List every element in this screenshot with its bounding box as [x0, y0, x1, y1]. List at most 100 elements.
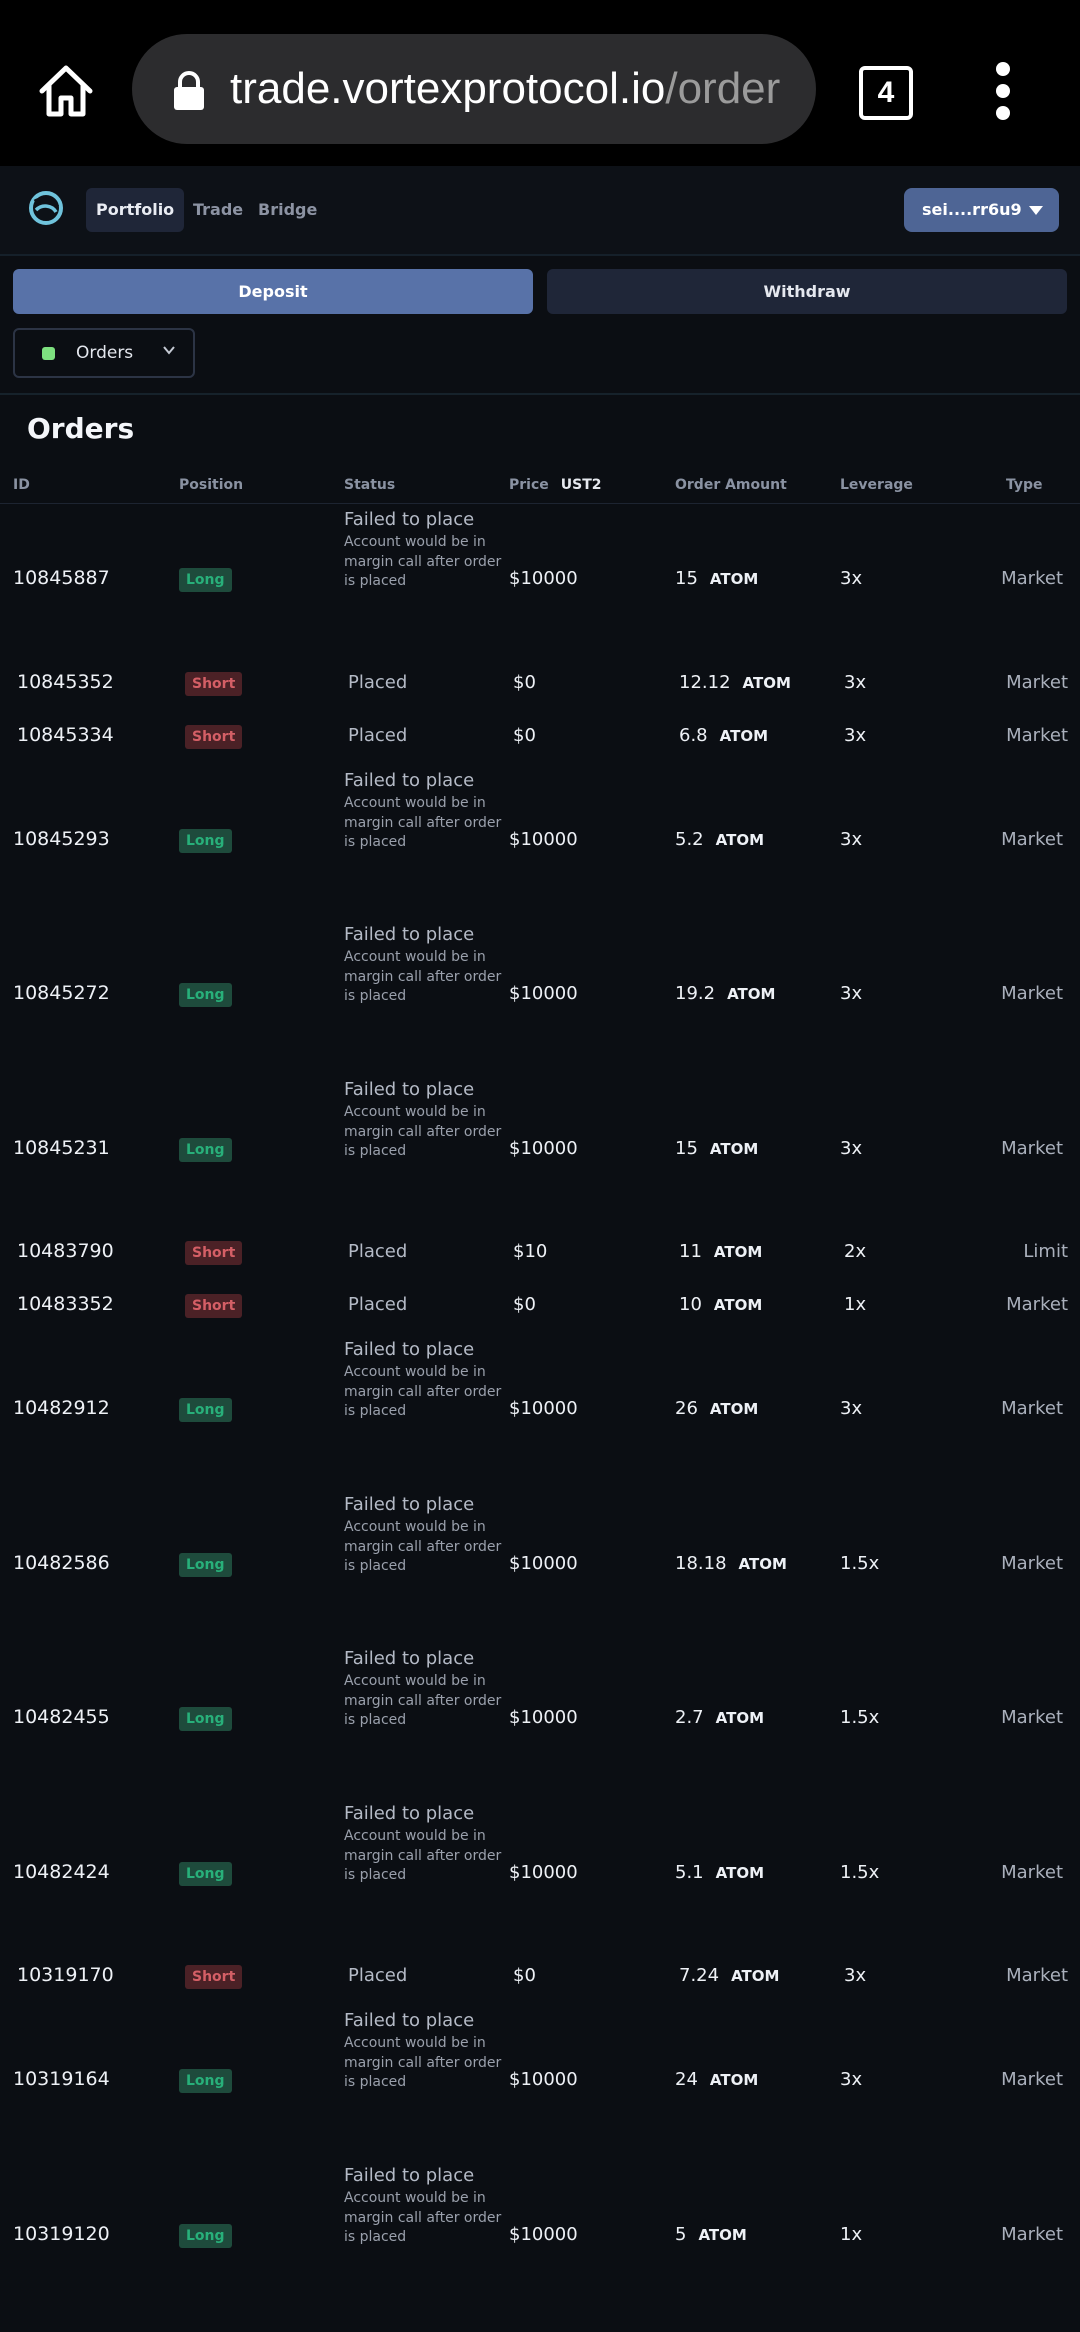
order-type: Market [1001, 829, 1063, 850]
amount-asset: ATOM [709, 2071, 759, 2089]
status-detail: Account would be in margin call after or… [344, 2190, 502, 2245]
amount-asset: ATOM [738, 1555, 787, 1573]
status-text: Placed [348, 1965, 408, 1986]
amount-value: 11 [679, 1241, 702, 1262]
status-detail: Account would be in margin call after or… [344, 1673, 502, 1728]
position-badge: Short [185, 1241, 243, 1265]
amount-value: 18.18 [675, 1553, 727, 1574]
view-select[interactable]: Orders [13, 328, 195, 378]
amount-asset: ATOM [709, 1400, 759, 1418]
amount-asset: ATOM [727, 985, 776, 1003]
app-header: Portfolio Trade Bridge sei....rr6u9 [0, 166, 1080, 256]
order-type: Market [1001, 1138, 1063, 1159]
status-text: Failed to place [344, 1339, 475, 1360]
amount-value: 5.1 [675, 1862, 704, 1883]
position-badge: Short [185, 725, 243, 749]
status-text: Placed [348, 725, 408, 746]
address-bar[interactable]: trade.vortexprotocol.io/order [132, 34, 816, 144]
order-leverage: 3x [840, 1138, 863, 1159]
order-id: 10483352 [17, 1293, 114, 1315]
table-row: 10845887 Long Failed to place Account would… [0, 499, 1080, 659]
browser-toolbar: trade.vortexprotocol.io/order 4 [0, 0, 1080, 166]
table-row: 10319120 Long Failed to place Account would… [0, 2155, 1080, 2315]
order-id: 10319164 [13, 2068, 110, 2090]
position-badge: Long [179, 2224, 232, 2248]
status-text: Failed to place [344, 1494, 475, 1515]
order-id: 10483790 [17, 1240, 114, 1262]
table-row: 10482912 Long Failed to place Account would… [0, 1329, 1080, 1489]
order-price: $10000 [509, 829, 578, 850]
amount-value: 19.2 [675, 983, 716, 1004]
table-row: 10845352 Short Placed $0 12.12 ATOM 3x Market [0, 603, 1080, 763]
order-amount: 5.1 ATOM [675, 1862, 764, 1883]
order-id: 10845352 [17, 671, 114, 693]
status-text: Failed to place [344, 1079, 475, 1100]
deposit-button[interactable]: Deposit [13, 269, 533, 314]
amount-asset: ATOM [731, 1967, 780, 1985]
order-type: Market [1001, 1553, 1063, 1574]
order-amount: 15 ATOM [675, 1138, 758, 1159]
amount-asset: ATOM [715, 1709, 764, 1727]
order-id: 10845272 [13, 982, 110, 1004]
amount-value: 15 [675, 1138, 698, 1159]
order-type: Market [1006, 1965, 1068, 1986]
status-text: Failed to place [344, 2165, 475, 2186]
amount-value: 12.12 [679, 672, 731, 693]
page-title: Orders [27, 412, 135, 445]
order-id: 10319120 [13, 2223, 110, 2245]
tab-bridge[interactable]: Bridge [258, 200, 318, 219]
order-id: 10319170 [17, 1964, 114, 1986]
order-amount: 15 ATOM [675, 568, 758, 589]
tab-trade[interactable]: Trade [193, 200, 244, 219]
order-price: $10000 [509, 2069, 578, 2090]
status-text: Failed to place [344, 1803, 475, 1824]
status-detail: Account would be in margin call after or… [344, 534, 502, 589]
order-type: Market [1006, 672, 1068, 693]
header-type: Type [1006, 477, 1043, 493]
status-text: Failed to place [344, 924, 475, 945]
withdraw-button[interactable]: Withdraw [547, 269, 1067, 314]
order-amount: 2.7 ATOM [675, 1707, 764, 1728]
order-price: $10000 [509, 568, 578, 589]
status-text: Placed [348, 1294, 408, 1315]
status-text: Failed to place [344, 770, 475, 791]
status-text: Failed to place [344, 1648, 475, 1669]
more-menu-icon[interactable] [985, 62, 1021, 120]
order-leverage: 2x [844, 1241, 867, 1262]
amount-asset: ATOM [719, 727, 768, 745]
order-price: $10000 [509, 1398, 578, 1419]
status-text: Placed [348, 672, 408, 693]
home-icon[interactable] [30, 58, 102, 124]
order-id: 10845887 [13, 567, 110, 589]
order-price: $10000 [509, 983, 578, 1004]
position-badge: Long [179, 1707, 232, 1731]
wallet-button[interactable]: sei....rr6u9 [904, 188, 1059, 232]
order-amount: 11 ATOM [679, 1241, 762, 1262]
amount-value: 5.2 [675, 829, 704, 850]
order-type: Market [1006, 1294, 1068, 1315]
order-price: $0 [513, 725, 536, 746]
status-detail: Account would be in margin call after or… [344, 1828, 502, 1883]
status-detail: Account would be in margin call after or… [344, 795, 502, 850]
amount-asset: ATOM [713, 1243, 763, 1261]
order-type: Market [1001, 568, 1063, 589]
position-badge: Long [179, 983, 232, 1007]
status-text: Placed [348, 1241, 408, 1262]
order-amount: 26 ATOM [675, 1398, 758, 1419]
table-row: 10319164 Long Failed to place Account would… [0, 2000, 1080, 2160]
order-price: $10000 [509, 2224, 578, 2245]
tab-portfolio[interactable]: Portfolio [86, 188, 185, 232]
order-id: 10482912 [13, 1397, 110, 1419]
order-leverage: 1.5x [840, 1553, 880, 1574]
tab-switcher-button[interactable]: 4 [859, 66, 913, 120]
order-type: Market [1001, 1398, 1063, 1419]
header-price-unit: UST2 [560, 477, 602, 493]
status-text: Failed to place [344, 2010, 475, 2031]
order-amount: 24 ATOM [675, 2069, 758, 2090]
order-amount: 18.18 ATOM [675, 1553, 787, 1574]
order-leverage: 1.5x [840, 1862, 880, 1883]
order-id: 10845231 [13, 1137, 110, 1159]
status-detail: Account would be in margin call after or… [344, 1364, 502, 1419]
position-badge: Long [179, 829, 232, 853]
position-badge: Long [179, 568, 232, 592]
